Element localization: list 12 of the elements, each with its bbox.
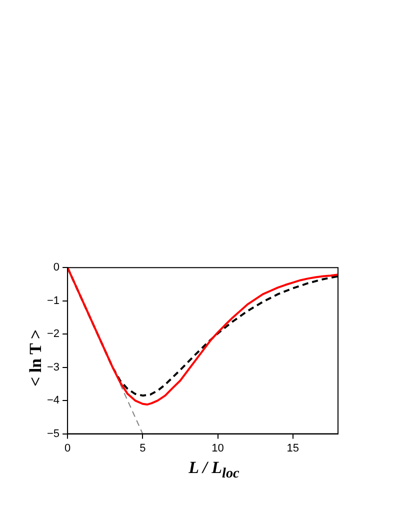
y-axis-title: < ln T > (26, 328, 46, 389)
x-axis-title: L / L$_{loc}$ (188, 458, 240, 482)
y-tick-label: −5 (46, 428, 60, 440)
y-tick-label: −4 (46, 394, 60, 407)
x-tick-label: 0 (64, 442, 71, 454)
y-tick-label: −1 (46, 294, 60, 307)
y-tick-label: 0 (53, 262, 60, 274)
x-tick-label: 10 (212, 442, 224, 454)
y-tick-label: −2 (46, 328, 60, 340)
x-tick-label: 5 (140, 442, 146, 454)
x-tick-label: 15 (286, 442, 300, 454)
y-tick-label: −3 (46, 361, 60, 374)
